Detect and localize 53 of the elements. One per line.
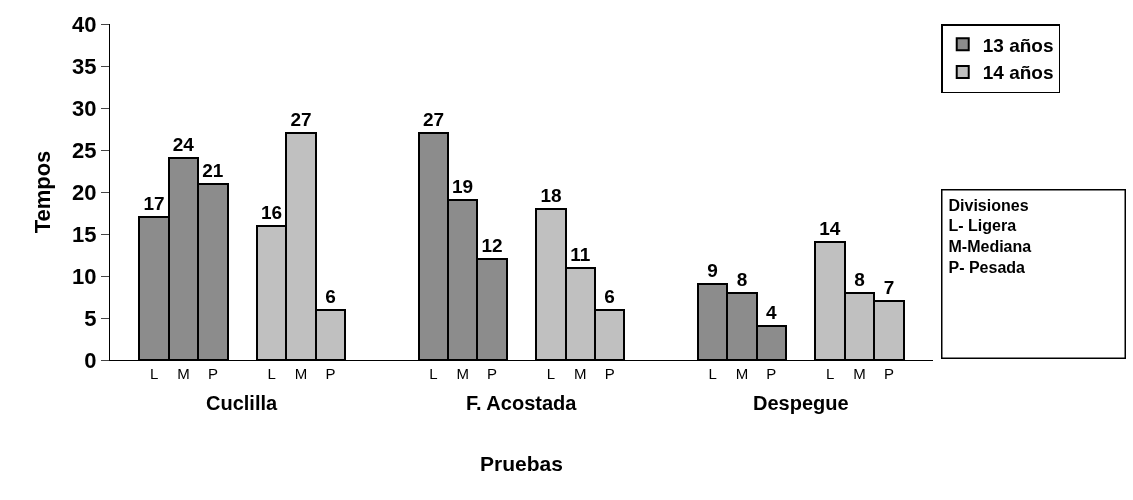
y-tick-label: 35 xyxy=(72,53,97,79)
x-tick-label: P xyxy=(325,365,336,382)
data-label: 19 xyxy=(451,176,474,197)
legend-label: 14 años xyxy=(982,62,1054,84)
y-axis-title: Tempos xyxy=(29,150,55,234)
data-label: 21 xyxy=(202,160,224,181)
x-tick-label: P xyxy=(604,365,615,382)
text: F. Acostada xyxy=(466,392,578,414)
x-tick-label: P xyxy=(487,365,498,382)
x-tick-label: L xyxy=(708,365,717,382)
x-tick-label: M xyxy=(574,365,587,382)
y-tick-label: 10 xyxy=(72,263,97,289)
x-axis-title: Pruebas xyxy=(480,452,563,476)
x-tick-label: L xyxy=(825,365,835,382)
text: Divisiones L- Ligera M-Mediana P- Pesada xyxy=(948,196,1032,276)
data-label: 27 xyxy=(422,109,445,130)
data-label: 14 xyxy=(819,218,841,239)
x-tick-label: L xyxy=(149,365,159,382)
y-tick-label: 30 xyxy=(72,95,97,121)
data-label: 27 xyxy=(290,109,312,130)
x-tick-label: M xyxy=(177,365,190,382)
data-label: 11 xyxy=(570,244,591,265)
y-tick-label: 40 xyxy=(72,11,97,37)
data-label: 24 xyxy=(172,134,195,155)
data-label: 18 xyxy=(540,185,562,206)
data-label: 8 xyxy=(854,269,865,290)
data-label: 17 xyxy=(143,193,165,214)
x-tick-label: L xyxy=(429,365,438,382)
data-label: 6 xyxy=(325,286,336,307)
y-tick-label: 15 xyxy=(72,221,97,247)
y-tick-label: 0 xyxy=(84,347,97,373)
legend-label: 13 años xyxy=(982,34,1054,56)
data-label: 6 xyxy=(604,286,615,307)
y-tick-label: 20 xyxy=(72,179,97,205)
x-tick-label: M xyxy=(853,365,866,382)
data-label: 7 xyxy=(883,277,895,298)
x-tick-label: M xyxy=(735,365,749,382)
x-tick-label: L xyxy=(546,365,556,382)
y-tick-label: 5 xyxy=(84,305,97,331)
data-label: 16 xyxy=(260,202,283,223)
y-tick-label: 25 xyxy=(72,137,97,163)
x-tick-label: L xyxy=(267,365,276,382)
data-label: 4 xyxy=(766,302,777,323)
text: Cuclilla xyxy=(206,392,279,414)
text: Despegue xyxy=(753,392,849,414)
data-label: 9 xyxy=(707,260,718,281)
x-tick-label: M xyxy=(456,365,469,382)
x-tick-label: P xyxy=(766,365,777,382)
x-tick-label: P xyxy=(207,365,218,382)
x-tick-label: P xyxy=(883,365,894,382)
x-tick-label: M xyxy=(294,365,308,382)
data-label: 12 xyxy=(481,235,503,256)
data-label: 8 xyxy=(736,269,748,290)
